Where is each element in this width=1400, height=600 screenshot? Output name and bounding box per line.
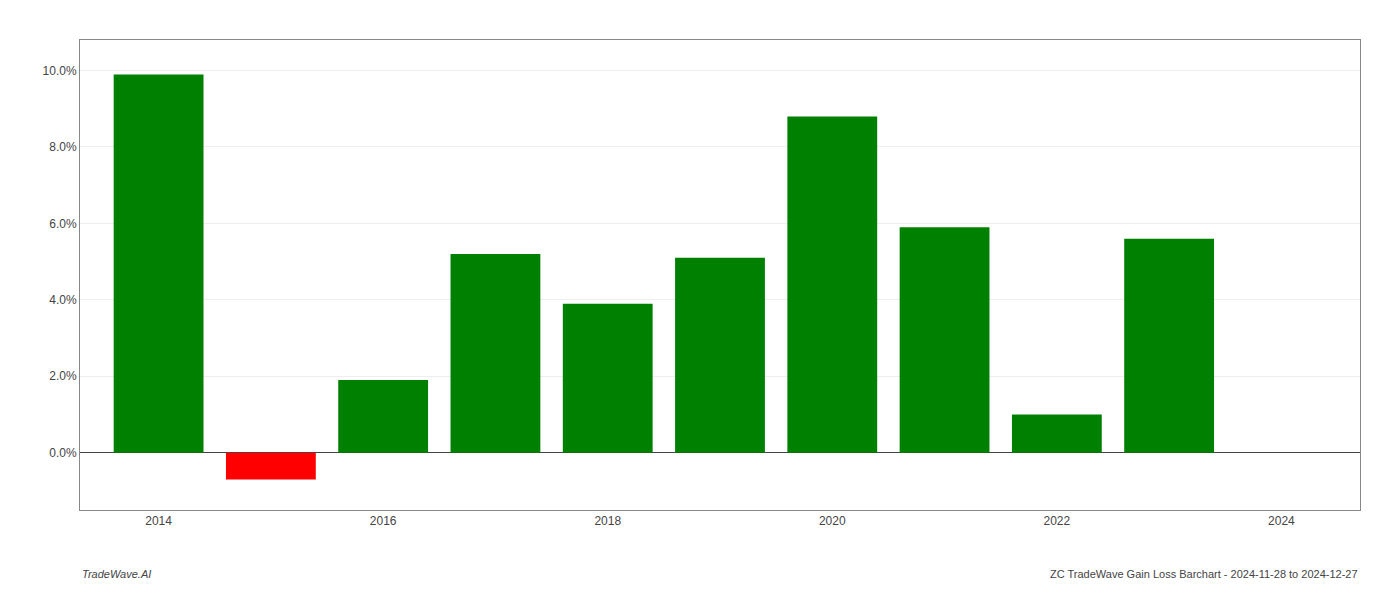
svg-text:2020: 2020 [819,514,846,528]
svg-text:8.0%: 8.0% [49,140,77,154]
svg-text:2016: 2016 [370,514,397,528]
svg-text:10.0%: 10.0% [43,64,77,78]
svg-text:2018: 2018 [594,514,621,528]
svg-text:TradeWave.AI: TradeWave.AI [82,568,151,580]
svg-text:6.0%: 6.0% [49,217,77,231]
svg-text:0.0%: 0.0% [49,446,77,460]
svg-text:2.0%: 2.0% [49,369,77,383]
svg-text:2014: 2014 [145,514,172,528]
svg-text:4.0%: 4.0% [49,293,77,307]
svg-text:2022: 2022 [1043,514,1070,528]
svg-text:ZC TradeWave Gain Loss Barchar: ZC TradeWave Gain Loss Barchart - 2024-1… [1050,568,1358,580]
svg-text:2024: 2024 [1268,514,1295,528]
